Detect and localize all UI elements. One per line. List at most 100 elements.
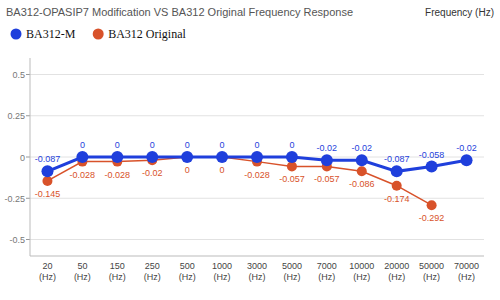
x-tick-label-part: (Hz) xyxy=(318,272,335,282)
data-label: 0 xyxy=(185,165,190,175)
x-tick-label-part: (Hz) xyxy=(423,272,440,282)
data-label: 0 xyxy=(254,140,259,150)
y-tick xyxy=(26,239,30,240)
point xyxy=(391,165,403,177)
point xyxy=(76,151,88,163)
x-tick-label: 7000(Hz) xyxy=(317,261,337,282)
data-label: -0.02 xyxy=(317,143,338,153)
x-tick-label: 50000(Hz) xyxy=(419,261,444,282)
point xyxy=(217,152,227,162)
data-label: 0 xyxy=(150,140,155,150)
y-tick-label: 0.5 xyxy=(12,70,25,80)
point xyxy=(426,161,438,173)
data-label: 0 xyxy=(80,140,85,150)
point xyxy=(216,151,228,163)
x-axis xyxy=(30,256,484,257)
legend-label: BA312-M xyxy=(26,27,76,41)
point xyxy=(251,151,263,163)
point xyxy=(181,151,193,163)
data-label: -0.028 xyxy=(244,170,270,180)
x-tick-label: 250(Hz) xyxy=(144,261,161,282)
point xyxy=(392,181,402,191)
background xyxy=(0,0,500,300)
point xyxy=(356,154,368,166)
data-label: -0.174 xyxy=(384,194,410,204)
chart: BA312-OPASIP7 Modification VS BA312 Orig… xyxy=(0,0,500,300)
x-tick-label-part: 150 xyxy=(110,261,125,271)
x-tick-label: 20(Hz) xyxy=(39,261,56,282)
plot-area xyxy=(41,151,472,210)
x-tick-label: 3000(Hz) xyxy=(247,261,267,282)
x-tick-label-part: (Hz) xyxy=(179,272,196,282)
point xyxy=(111,151,123,163)
point xyxy=(146,151,158,163)
data-label: -0.087 xyxy=(35,154,61,164)
data-label: 0 xyxy=(289,140,294,150)
data-label: 0 xyxy=(220,165,225,175)
data-label: 0 xyxy=(220,140,225,150)
data-label: -0.028 xyxy=(70,170,96,180)
x-tick-label-part: 7000 xyxy=(317,261,337,271)
grid-line xyxy=(30,198,484,199)
x-tick-label: 70000(Hz) xyxy=(454,261,479,282)
data-label: -0.057 xyxy=(279,174,305,184)
x-tick-label: 150(Hz) xyxy=(109,261,126,282)
data-label: -0.058 xyxy=(419,150,445,160)
x-tick-label-part: (Hz) xyxy=(458,272,475,282)
point xyxy=(42,176,52,186)
y-tick-label: -0.25 xyxy=(4,194,25,204)
y-tick-label: -0.5 xyxy=(9,235,25,245)
y-tick xyxy=(26,115,30,116)
point xyxy=(427,200,437,210)
data-label: -0.057 xyxy=(314,174,340,184)
y-axis xyxy=(30,58,31,256)
x-tick-label-part: 250 xyxy=(145,261,160,271)
point xyxy=(286,151,298,163)
data-label: 0 xyxy=(115,140,120,150)
y-tick xyxy=(26,157,30,158)
data-label: -0.02 xyxy=(352,143,373,153)
x-tick-label-part: (Hz) xyxy=(214,272,231,282)
x-tick-label-part: (Hz) xyxy=(109,272,126,282)
x-tick-label-part: 3000 xyxy=(247,261,267,271)
x-tick-label-part: (Hz) xyxy=(74,272,91,282)
grid-line xyxy=(30,115,484,116)
x-tick-label-part: 70000 xyxy=(454,261,479,271)
x-tick-label-part: 20 xyxy=(42,261,52,271)
x-tick-label-part: 10000 xyxy=(349,261,374,271)
legend-marker xyxy=(11,29,22,40)
x-tick-label: 500(Hz) xyxy=(179,261,196,282)
legend-label: BA312 Original xyxy=(108,27,186,41)
legend-marker xyxy=(93,29,104,40)
y-tick-label: 0.25 xyxy=(7,111,25,121)
data-label: -0.292 xyxy=(419,213,445,223)
x-tick-label-part: (Hz) xyxy=(353,272,370,282)
data-label: -0.087 xyxy=(384,154,410,164)
grid-line xyxy=(30,74,484,75)
x-tick-label: 10000(Hz) xyxy=(349,261,374,282)
y-tick xyxy=(26,74,30,75)
point xyxy=(461,154,473,166)
data-label: -0.086 xyxy=(349,179,375,189)
x-axis-label: Frequency (Hz) xyxy=(425,7,494,18)
point xyxy=(321,154,333,166)
data-label: -0.145 xyxy=(35,189,61,199)
y-tick-label: 0 xyxy=(20,153,25,163)
x-tick-label-part: 1000 xyxy=(212,261,232,271)
x-tick-label-part: (Hz) xyxy=(283,272,300,282)
x-tick-label-part: 5000 xyxy=(282,261,302,271)
data-label: 0 xyxy=(185,140,190,150)
y-tick xyxy=(26,198,30,199)
x-tick-label: 20000(Hz) xyxy=(384,261,409,282)
data-label: -0.028 xyxy=(105,170,131,180)
point xyxy=(41,165,53,177)
x-tick-label-part: 50 xyxy=(77,261,87,271)
x-tick-label-part: 500 xyxy=(180,261,195,271)
x-tick-label-part: (Hz) xyxy=(249,272,266,282)
grid-line xyxy=(30,239,484,240)
point xyxy=(357,166,367,176)
x-tick-label: 1000(Hz) xyxy=(212,261,232,282)
data-label: -0.02 xyxy=(456,143,477,153)
point xyxy=(182,152,192,162)
x-tick-label-part: (Hz) xyxy=(144,272,161,282)
